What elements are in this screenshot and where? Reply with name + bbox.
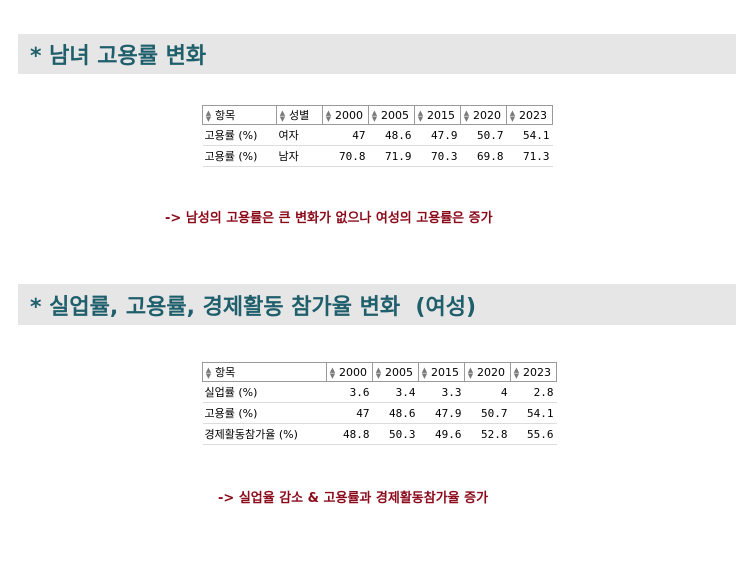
column-header-item[interactable]: ▲ ▼ 항목 <box>202 105 277 125</box>
cell-value: 4 <box>464 381 511 403</box>
cell-value: 54.1 <box>506 124 553 146</box>
cell-item: 고용률 (%) <box>202 402 327 424</box>
female-indicators-table: ▲ ▼ 항목 ▲ ▼ 2000 ▲ ▼ 2005 ▲ ▼ 2015 ▲ ▼ 2020 ▲ ▼ 2023 … <box>202 362 557 445</box>
cell-value: 47.9 <box>418 402 465 424</box>
sort-arrows-icon: ▲ ▼ <box>329 365 336 380</box>
cell-value: 69.8 <box>460 145 507 167</box>
gender-employment-table: ▲ ▼ 항목 ▲ ▼ 성별 ▲ ▼ 2000 ▲ ▼ 2005 ▲ ▼ 2015 ▲ ▼ 2020 ▲ ▼… <box>202 105 553 167</box>
sort-arrows-icon: ▲ ▼ <box>205 109 212 123</box>
cell-value: 50.3 <box>372 423 419 445</box>
cell-item: 고용률 (%) <box>202 124 277 146</box>
cell-value: 2.8 <box>510 381 557 403</box>
cell-gender: 남자 <box>276 145 323 167</box>
column-header-2023[interactable]: ▲ ▼ 2023 <box>506 105 553 125</box>
column-header-2005[interactable]: ▲ ▼ 2005 <box>368 105 415 125</box>
cell-value: 71.3 <box>506 145 553 167</box>
sort-arrows-icon: ▲ ▼ <box>205 366 212 380</box>
sort-arrows-icon: ▲ ▼ <box>417 108 424 123</box>
cell-value: 47 <box>326 402 373 424</box>
cell-value: 50.7 <box>460 124 507 146</box>
sort-arrows-icon: ▲ ▼ <box>509 108 516 123</box>
sort-arrows-icon: ▲ ▼ <box>371 108 378 123</box>
column-header-gender[interactable]: ▲ ▼ 성별 <box>276 105 323 125</box>
table-row: 고용률 (%) 47 48.6 47.9 50.7 54.1 <box>202 402 557 424</box>
cell-value: 48.8 <box>326 423 373 445</box>
summary-note: -> 남성의 고용률은 큰 변화가 없으나 여성의 고용률은 증가 <box>165 211 493 226</box>
section-title-text: * 실업률, 고용률, 경제활동 참가율 변화 (여성) <box>30 294 477 320</box>
column-header-2000[interactable]: ▲ ▼ 2000 <box>326 362 373 382</box>
sort-arrows-icon: ▲ ▼ <box>467 365 474 380</box>
table-header-row: ▲ ▼ 항목 ▲ ▼ 2000 ▲ ▼ 2005 ▲ ▼ 2015 ▲ ▼ 2020 ▲ ▼ 2023 <box>202 362 557 382</box>
cell-value: 71.9 <box>368 145 415 167</box>
cell-value: 3.4 <box>372 381 419 403</box>
sort-arrows-icon: ▲ ▼ <box>375 365 382 380</box>
section-title-female-indicators: * 실업률, 고용률, 경제활동 참가율 변화 (여성) <box>18 284 736 325</box>
cell-item: 고용률 (%) <box>202 145 277 167</box>
column-header-2020[interactable]: ▲ ▼ 2020 <box>460 105 507 125</box>
cell-item: 실업률 (%) <box>202 381 327 403</box>
column-header-item[interactable]: ▲ ▼ 항목 <box>202 362 327 382</box>
cell-value: 70.3 <box>414 145 461 167</box>
section-title-gender-employment: * 남녀 고용률 변화 <box>18 34 736 74</box>
section-title-text: * 남녀 고용률 변화 <box>30 44 207 69</box>
sort-arrows-icon: ▲ ▼ <box>279 109 286 123</box>
cell-item: 경제활동참가율 (%) <box>202 423 327 445</box>
column-header-2015[interactable]: ▲ ▼ 2015 <box>414 105 461 125</box>
table-row: 경제활동참가율 (%) 48.8 50.3 49.6 52.8 55.6 <box>202 423 557 445</box>
table-header-row: ▲ ▼ 항목 ▲ ▼ 성별 ▲ ▼ 2000 ▲ ▼ 2005 ▲ ▼ 2015 ▲ ▼ 2020 ▲ ▼… <box>202 105 553 125</box>
cell-value: 52.8 <box>464 423 511 445</box>
cell-gender: 여자 <box>276 124 323 146</box>
table-row: 고용률 (%) 남자 70.8 71.9 70.3 69.8 71.3 <box>202 145 553 167</box>
column-header-2023[interactable]: ▲ ▼ 2023 <box>510 362 557 382</box>
cell-value: 3.6 <box>326 381 373 403</box>
cell-value: 70.8 <box>322 145 369 167</box>
table-row: 고용률 (%) 여자 47 48.6 47.9 50.7 54.1 <box>202 124 553 146</box>
cell-value: 54.1 <box>510 402 557 424</box>
sort-arrows-icon: ▲ ▼ <box>463 108 470 123</box>
column-header-2005[interactable]: ▲ ▼ 2005 <box>372 362 419 382</box>
cell-value: 50.7 <box>464 402 511 424</box>
cell-value: 47.9 <box>414 124 461 146</box>
cell-value: 48.6 <box>372 402 419 424</box>
column-header-2000[interactable]: ▲ ▼ 2000 <box>322 105 369 125</box>
sort-arrows-icon: ▲ ▼ <box>421 365 428 380</box>
cell-value: 49.6 <box>418 423 465 445</box>
summary-note: -> 실업율 감소 & 고용률과 경제활동참가율 증가 <box>218 491 489 506</box>
cell-value: 55.6 <box>510 423 557 445</box>
column-header-2015[interactable]: ▲ ▼ 2015 <box>418 362 465 382</box>
column-header-2020[interactable]: ▲ ▼ 2020 <box>464 362 511 382</box>
cell-value: 48.6 <box>368 124 415 146</box>
sort-arrows-icon: ▲ ▼ <box>325 108 332 123</box>
cell-value: 3.3 <box>418 381 465 403</box>
table-row: 실업률 (%) 3.6 3.4 3.3 4 2.8 <box>202 381 557 403</box>
sort-arrows-icon: ▲ ▼ <box>513 365 520 380</box>
cell-value: 47 <box>322 124 369 146</box>
